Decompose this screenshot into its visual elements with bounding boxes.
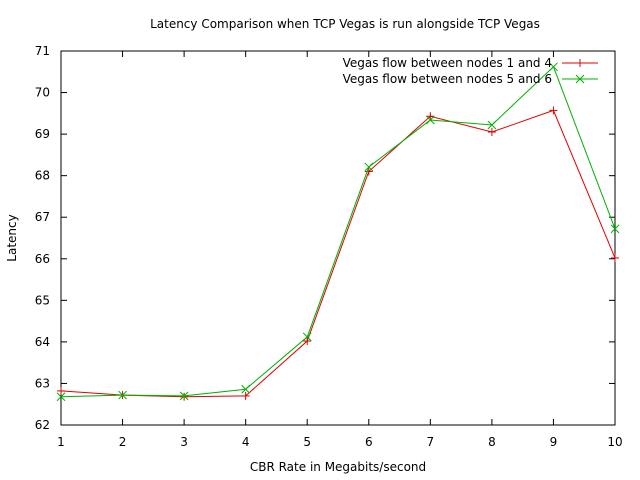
x-tick-label: 1 [57, 435, 65, 449]
series-1-point [426, 112, 435, 121]
x-tick-label: 8 [488, 435, 496, 449]
legend-marker-2 [575, 74, 585, 84]
y-tick-label: 66 [35, 252, 50, 266]
x-tick-label: 3 [180, 435, 188, 449]
chart-title: Latency Comparison when TCP Vegas is run… [150, 17, 540, 31]
y-tick-label: 71 [35, 44, 50, 58]
series-line-1 [60, 109, 616, 398]
series-1-point [487, 128, 496, 137]
series-2-point [610, 224, 620, 234]
y-tick-label: 64 [35, 335, 50, 349]
series-2-point [118, 390, 127, 400]
series-1-point [549, 106, 558, 115]
x-axis: 1 2 3 4 5 6 7 8 9 10 [57, 51, 623, 449]
x-axis-title: CBR Rate in Megabits/second [250, 460, 426, 474]
y-tick-label: 63 [35, 376, 50, 390]
series-1-point [303, 337, 312, 346]
y-tick-label: 65 [35, 293, 50, 307]
series-2-point [56, 392, 66, 402]
series-2-point [241, 384, 251, 394]
series-2-point [364, 162, 374, 172]
series-2-point [487, 120, 497, 130]
series-1-point [57, 386, 65, 395]
legend-label-2: Vegas flow between nodes 5 and 6 [343, 72, 552, 86]
legend-label-1: Vegas flow between nodes 1 and 4 [343, 56, 552, 70]
x-tick-label: 10 [607, 435, 622, 449]
y-axis: 62 63 64 65 66 67 68 69 70 71 [35, 44, 615, 432]
series-1-point [611, 253, 619, 262]
series-1-point [364, 167, 373, 176]
legend-marker-1 [576, 59, 584, 67]
y-tick-label: 70 [35, 86, 50, 100]
series-1-point [241, 391, 250, 400]
series-layer [56, 62, 620, 402]
x-tick-label: 5 [303, 435, 311, 449]
x-tick-label: 7 [427, 435, 435, 449]
x-tick-label: 4 [242, 435, 250, 449]
series-2-point [302, 332, 312, 342]
series-2-point [179, 391, 189, 401]
series-2-point [425, 115, 435, 125]
y-tick-label: 68 [35, 169, 50, 183]
x-tick-label: 2 [119, 435, 127, 449]
series-1-point [180, 392, 189, 401]
series-2-point [549, 62, 558, 72]
y-axis-title: Latency [5, 214, 19, 261]
y-tick-label: 69 [35, 127, 50, 141]
series-line-2 [60, 65, 616, 398]
x-tick-label: 9 [550, 435, 558, 449]
plot-frame [60, 50, 616, 426]
x-tick-label: 6 [365, 435, 373, 449]
y-tick-label: 67 [35, 210, 50, 224]
legend: Vegas flow between nodes 1 and 4 Vegas fl… [343, 56, 598, 86]
y-tick-label: 62 [35, 418, 50, 432]
